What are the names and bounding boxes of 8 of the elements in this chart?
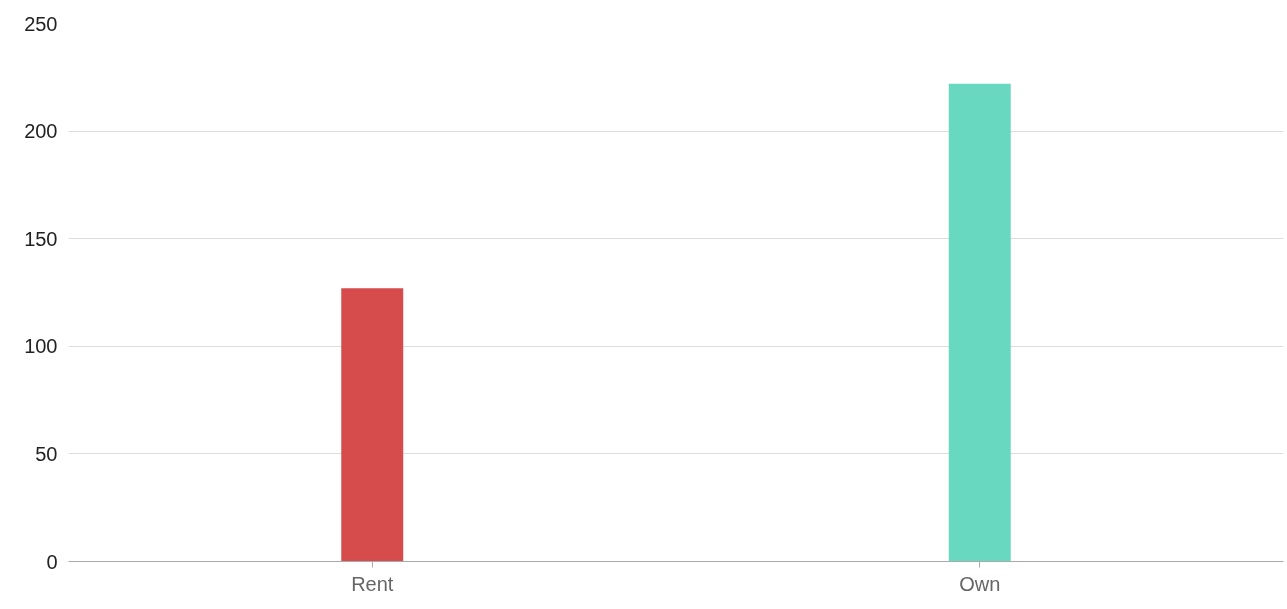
y-tick-label: 0	[46, 550, 58, 573]
y-tick-label: 50	[35, 442, 58, 465]
y-tick-label: 250	[24, 12, 58, 35]
x-tick-label: Rent	[351, 572, 394, 595]
y-tick-label: 150	[24, 227, 58, 250]
x-tick-label: Own	[959, 572, 1001, 595]
y-tick-label: 200	[24, 120, 58, 143]
y-tick-label: 100	[24, 335, 58, 358]
